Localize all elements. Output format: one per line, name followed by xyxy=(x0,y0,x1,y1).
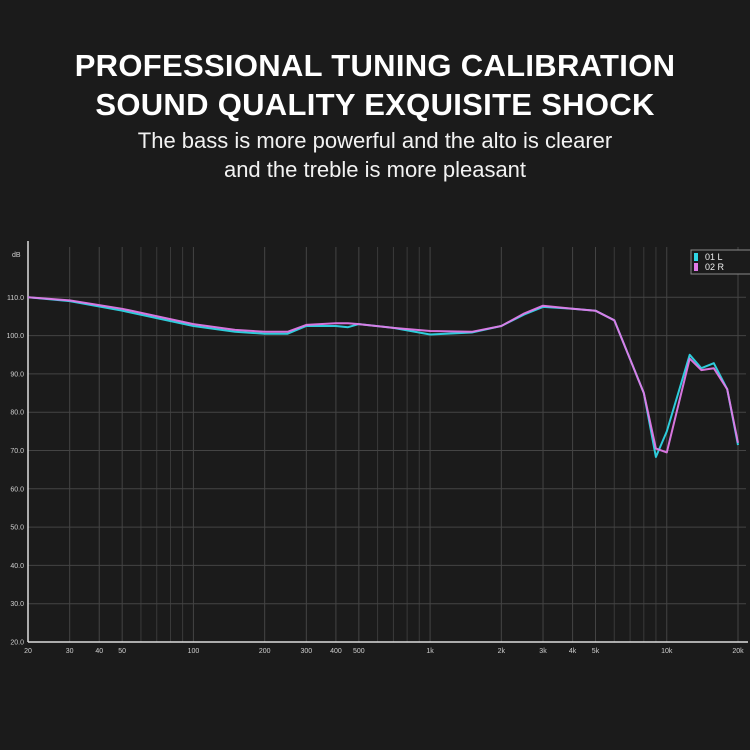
x-tick-label: 20k xyxy=(732,648,744,655)
y-tick-label: 90.0 xyxy=(10,371,24,378)
x-tick-label: 5k xyxy=(592,648,600,655)
y-tick-label: 40.0 xyxy=(10,563,24,570)
legend-label: 01 L xyxy=(705,252,723,262)
y-tick-label: 80.0 xyxy=(10,410,24,417)
y-tick-label: 60.0 xyxy=(10,486,24,493)
x-tick-label: 2k xyxy=(498,648,506,655)
y-tick-label: 30.0 xyxy=(10,601,24,608)
x-tick-label: 200 xyxy=(259,648,271,655)
x-tick-label: 30 xyxy=(66,648,74,655)
x-tick-label: 400 xyxy=(330,648,342,655)
series-line-1 xyxy=(27,296,739,458)
subtitle-line-2: and the treble is more pleasant xyxy=(223,157,527,182)
x-tick-label: 500 xyxy=(353,648,365,655)
y-tick-label: 20.0 xyxy=(10,640,24,647)
legend-swatch xyxy=(694,263,698,271)
y-tick-label: 110.0 xyxy=(7,295,24,302)
legend-box xyxy=(690,249,750,275)
y-axis-label: dB xyxy=(12,252,21,259)
legend-label: 02 R xyxy=(705,262,725,272)
x-tick-label: 40 xyxy=(95,648,103,655)
x-tick-label: 300 xyxy=(300,648,312,655)
x-tick-label: 100 xyxy=(188,648,200,655)
legend-swatch xyxy=(694,253,698,261)
y-tick-label: 100.0 xyxy=(6,333,24,340)
x-tick-label: 1k xyxy=(426,648,434,655)
y-tick-label: 70.0 xyxy=(10,448,24,455)
x-tick-label: 20 xyxy=(24,648,32,655)
x-tick-label: 10k xyxy=(661,648,673,655)
headline-line-1: PROFESSIONAL TUNING CALIBRATION xyxy=(74,48,676,83)
x-tick-label: 3k xyxy=(539,648,547,655)
subtitle-line-1: The bass is more powerful and the alto i… xyxy=(137,128,613,153)
x-tick-label: 4k xyxy=(569,648,577,655)
y-tick-label: 50.0 xyxy=(10,525,24,532)
series-line-2 xyxy=(27,296,739,454)
legend: 01 L02 R xyxy=(690,249,750,275)
headline-line-2: SOUND QUALITY EXQUISITE SHOCK xyxy=(95,87,655,122)
x-tick-label: 50 xyxy=(118,648,126,655)
